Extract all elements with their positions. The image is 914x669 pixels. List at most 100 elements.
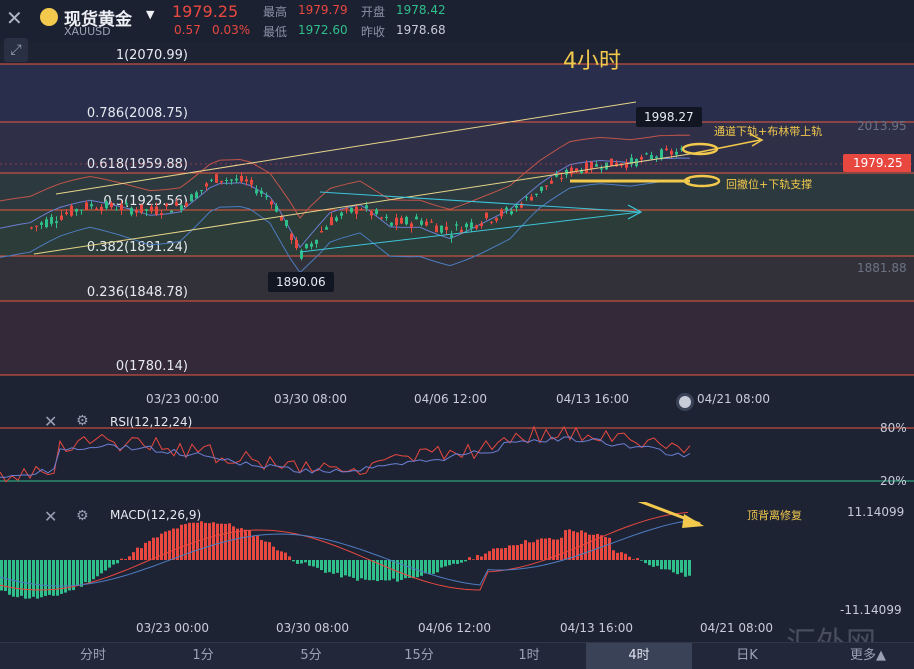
candle-body <box>625 162 628 168</box>
candle-body <box>230 179 233 181</box>
price-chart[interactable]: 1(2070.99) 0.786(2008.75) 0.618(1959.88) 0.… <box>0 42 914 408</box>
macd-bar <box>28 560 31 599</box>
tab-more[interactable]: 更多▲ <box>850 648 886 663</box>
macd-bar <box>572 531 575 560</box>
macd-bar <box>12 560 15 597</box>
macd-bar <box>544 538 547 560</box>
macd-bar <box>364 560 367 580</box>
macd-bar <box>280 551 283 560</box>
macd-bar <box>672 560 675 573</box>
macd-bar <box>564 530 567 560</box>
tab-daily[interactable]: 日K <box>736 648 758 663</box>
right-axis-mid: 1881.88 <box>857 261 907 275</box>
rsi-label: RSI(12,12,24) <box>110 415 193 429</box>
macd-max: 11.14099 <box>847 505 905 519</box>
rsi-close-icon[interactable]: ✕ <box>44 412 58 431</box>
last-price: 1979.25 <box>172 2 239 21</box>
tab-15min[interactable]: 15分 <box>404 648 434 663</box>
candle-body <box>185 202 188 207</box>
channel-upper-line <box>55 101 637 195</box>
candle-body <box>75 209 78 212</box>
cursor-dot-icon[interactable] <box>676 393 694 411</box>
macd-bar <box>460 560 463 563</box>
tab-5min[interactable]: 5分 <box>300 648 322 663</box>
tab-1min[interactable]: 1分 <box>192 648 214 663</box>
close-icon[interactable]: ✕ <box>6 6 23 30</box>
candle-body <box>355 206 358 214</box>
expand-icon[interactable]: ⤢ <box>4 38 28 62</box>
price-change-pct: 0.03% <box>212 23 251 37</box>
macd-bar <box>384 560 387 581</box>
candle-body <box>670 150 673 155</box>
tab-1hour[interactable]: 1时 <box>518 648 540 663</box>
low-label: 最低 <box>263 25 288 39</box>
candle-body <box>365 205 368 209</box>
macd-bar <box>252 536 255 560</box>
low-callout: 1890.06 <box>268 272 334 292</box>
candle-body <box>225 179 228 181</box>
candle-body <box>550 180 553 184</box>
macd-bar <box>20 560 23 596</box>
macd-bar <box>492 548 495 560</box>
macd-bar <box>344 560 347 576</box>
macd-bar <box>116 560 119 564</box>
candle-body <box>235 178 238 181</box>
macd-bar <box>432 560 435 574</box>
candle-body <box>130 207 133 215</box>
instrument-title[interactable]: 现货黄金 <box>64 10 132 30</box>
macd-bar <box>144 542 147 560</box>
channel-lower-line <box>33 153 691 255</box>
macd-bar <box>324 560 327 573</box>
candle-body <box>135 210 138 213</box>
current-price-tag: 1979.25 <box>843 154 911 172</box>
macd-bar <box>136 547 139 560</box>
chevron-down-icon[interactable]: ▼ <box>146 8 155 21</box>
candle-body <box>160 213 163 215</box>
macd-bar <box>684 560 687 577</box>
fib-band <box>0 64 914 122</box>
candle-body <box>410 223 413 228</box>
macd-bar <box>276 550 279 560</box>
macd-bar <box>516 545 519 560</box>
candle-body <box>475 225 478 229</box>
candle-body <box>220 180 223 183</box>
rsi-settings-icon[interactable]: ⚙ <box>76 413 89 429</box>
price-change: 0.57 <box>174 23 201 37</box>
macd-settings-icon[interactable]: ⚙ <box>76 508 89 524</box>
candle-body <box>540 186 543 191</box>
macd-bar <box>420 560 423 576</box>
macd-bar <box>648 560 651 566</box>
rsi-level-20: 20% <box>880 474 907 488</box>
macd-bar <box>336 560 339 573</box>
macd-bar <box>368 560 371 581</box>
fib-label: 0.618(1959.88) <box>87 157 188 172</box>
macd-bar <box>248 530 251 560</box>
macd-bar <box>268 542 271 560</box>
tab-fenshi[interactable]: 分时 <box>79 648 106 663</box>
x-tick-4: 04/13 16:00 <box>556 392 629 406</box>
tab-4hour[interactable]: 4时 <box>586 643 692 669</box>
macd-bar <box>488 551 491 560</box>
candle-body <box>285 220 288 226</box>
macd-x-tick-1: 03/23 00:00 <box>136 621 209 635</box>
macd-bar <box>380 560 383 581</box>
macd-bar <box>568 529 571 560</box>
fib-label: 1(2070.99) <box>116 48 188 63</box>
macd-bar <box>216 523 219 560</box>
candle-body <box>575 168 578 172</box>
candle-body <box>495 217 498 221</box>
macd-bar <box>256 535 259 560</box>
macd-bar <box>676 560 679 575</box>
candle-body <box>460 229 463 234</box>
macd-bar <box>520 543 523 560</box>
macd-bar <box>620 552 623 560</box>
macd-bar <box>36 560 39 599</box>
candle-body <box>115 209 118 211</box>
high-value: 1979.79 <box>298 3 348 17</box>
candle-body <box>145 209 148 211</box>
macd-close-icon[interactable]: ✕ <box>44 507 58 526</box>
candle-body <box>430 221 433 223</box>
macd-bar <box>316 560 319 568</box>
macd-bar <box>484 553 487 560</box>
macd-bar <box>72 560 75 591</box>
